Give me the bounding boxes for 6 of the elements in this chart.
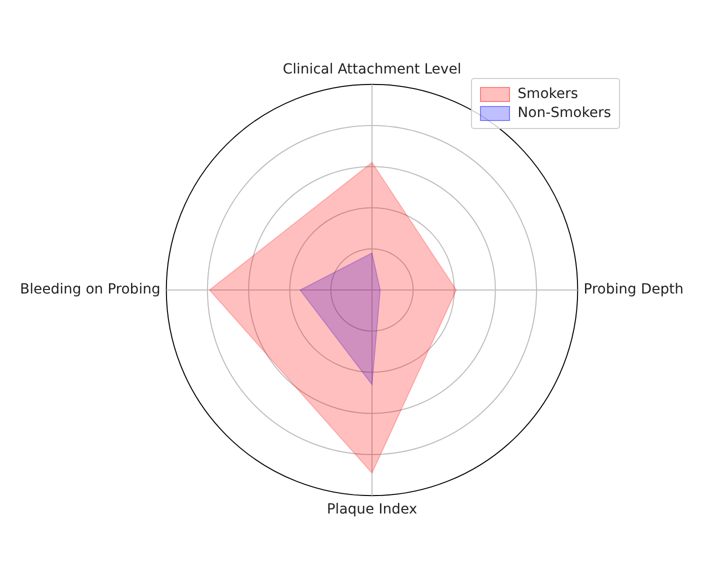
spoke-label: Plaque Index <box>326 502 418 518</box>
spoke-label: Clinical Attachment Level <box>282 62 462 78</box>
legend-label: Non-Smokers <box>518 105 611 121</box>
spoke-label: Probing Depth <box>584 282 684 298</box>
legend-label: Smokers <box>518 86 578 102</box>
spoke-label: Bleeding on Probing <box>20 282 160 298</box>
